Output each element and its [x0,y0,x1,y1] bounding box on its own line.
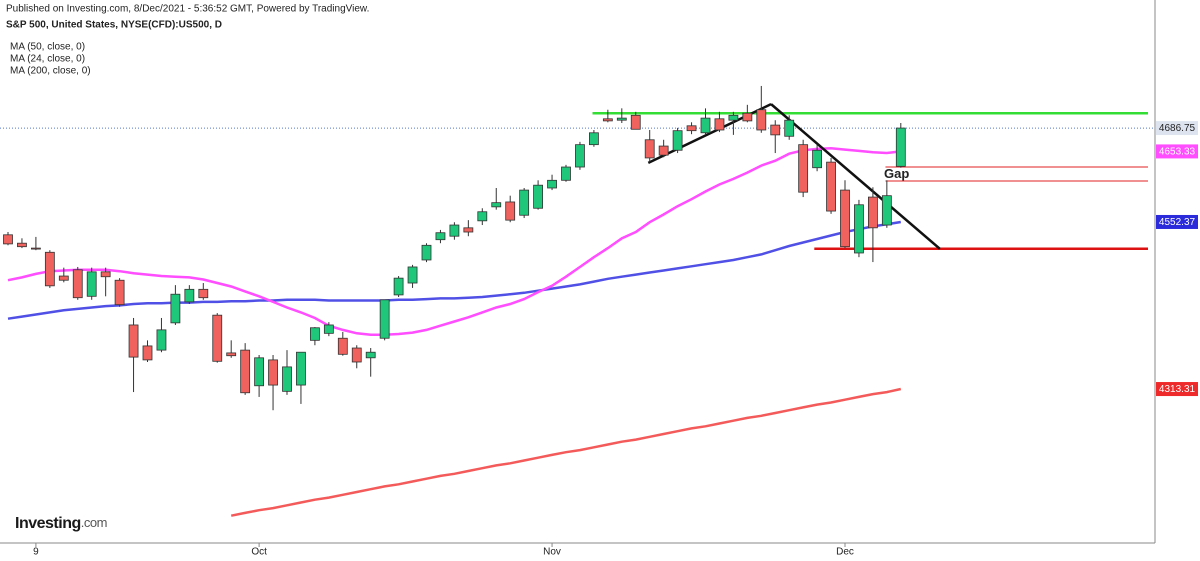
candle-body [44,251,55,287]
candle-body [323,324,334,334]
candle-body [644,139,655,159]
candle-body [268,359,278,386]
candle-body [379,299,390,339]
candle-body [463,227,474,233]
candle-body [658,145,669,156]
price-label-box [1156,382,1198,397]
x-tick-label: Dec [836,547,854,558]
trendline [770,103,941,250]
candle-body [393,277,404,296]
candle-body [881,195,892,226]
symbol-title: S&P 500, United States, NYSE(CFD):US500,… [6,20,222,31]
price-label: 4686.75 [1159,123,1196,134]
candle-body [756,109,767,131]
legend-entry: MA (200, close, 0) [10,66,91,77]
candle-body [156,329,167,351]
candle-body [142,345,153,361]
candle-body [714,118,725,131]
x-tick-label: Nov [543,547,561,558]
candle-body [30,247,41,250]
candle-body [128,324,139,358]
candle-body [86,271,97,297]
price-label: 4552.37 [1159,217,1196,228]
moving-average-line [7,220,902,320]
published-note: Published on Investing.com, 8/Dec/2021 -… [6,4,369,15]
candle-body [854,204,864,254]
candle-body [170,293,181,324]
candle-body [435,232,446,241]
candle-body [505,201,516,221]
candle-body [491,202,502,208]
candle-body [686,125,697,132]
moving-average-line [230,387,902,517]
candle-body [812,149,822,169]
candle-body [616,117,627,121]
candle-body [519,189,530,216]
candle-body [742,112,753,122]
candle-body [840,189,850,248]
candle-body [100,271,111,278]
candle-body [337,337,348,355]
x-tick-label: Oct [251,547,267,558]
moving-average-line [7,146,901,336]
annotation: Gap [884,166,909,181]
candle-body [198,288,209,299]
candle-body [477,211,488,222]
candle-body [17,242,27,248]
candle-body [282,366,292,392]
candle-body [240,349,251,394]
price-label-box [1156,121,1198,136]
candle-body [72,269,83,299]
candle-body [602,118,613,122]
candle-body [826,161,836,212]
candle-body [895,127,906,167]
candle-body [728,114,739,121]
candle-body [798,144,809,193]
candle-body [868,196,878,229]
candle-body [212,314,223,362]
candle-body [630,114,641,130]
candle-body [770,124,781,136]
legend-entry: MA (24, close, 0) [10,54,85,65]
legend-entry: MA (50, close, 0) [10,42,85,53]
candle-body [547,179,557,189]
candle-body [784,119,795,137]
candle-body [3,234,13,245]
candle-body [309,327,320,341]
logo-domain: .com [81,515,107,530]
logo: Investing.com [15,515,107,532]
x-tick-label: 9 [33,547,39,558]
candle-body [700,117,711,134]
candle-body [575,144,585,168]
candle-body [672,130,683,151]
candle-body [254,357,265,387]
candle-body [533,184,543,209]
price-label: 4653.33 [1159,147,1196,158]
price-label-box [1156,144,1198,159]
candle-body [226,352,237,357]
candle-body [184,288,195,303]
candle-body [561,166,571,181]
candle-body [58,275,69,281]
logo-brand: Investing [15,515,81,532]
candle-body [296,351,306,386]
price-label-box [1156,214,1198,229]
candle-body [365,351,376,359]
candle-body [421,244,432,261]
candle-body [589,132,599,146]
candle-body [351,347,362,363]
price-label: 4313.31 [1159,384,1196,395]
candle-body [449,224,460,237]
candle-body [114,279,125,306]
candle-body [407,266,418,284]
